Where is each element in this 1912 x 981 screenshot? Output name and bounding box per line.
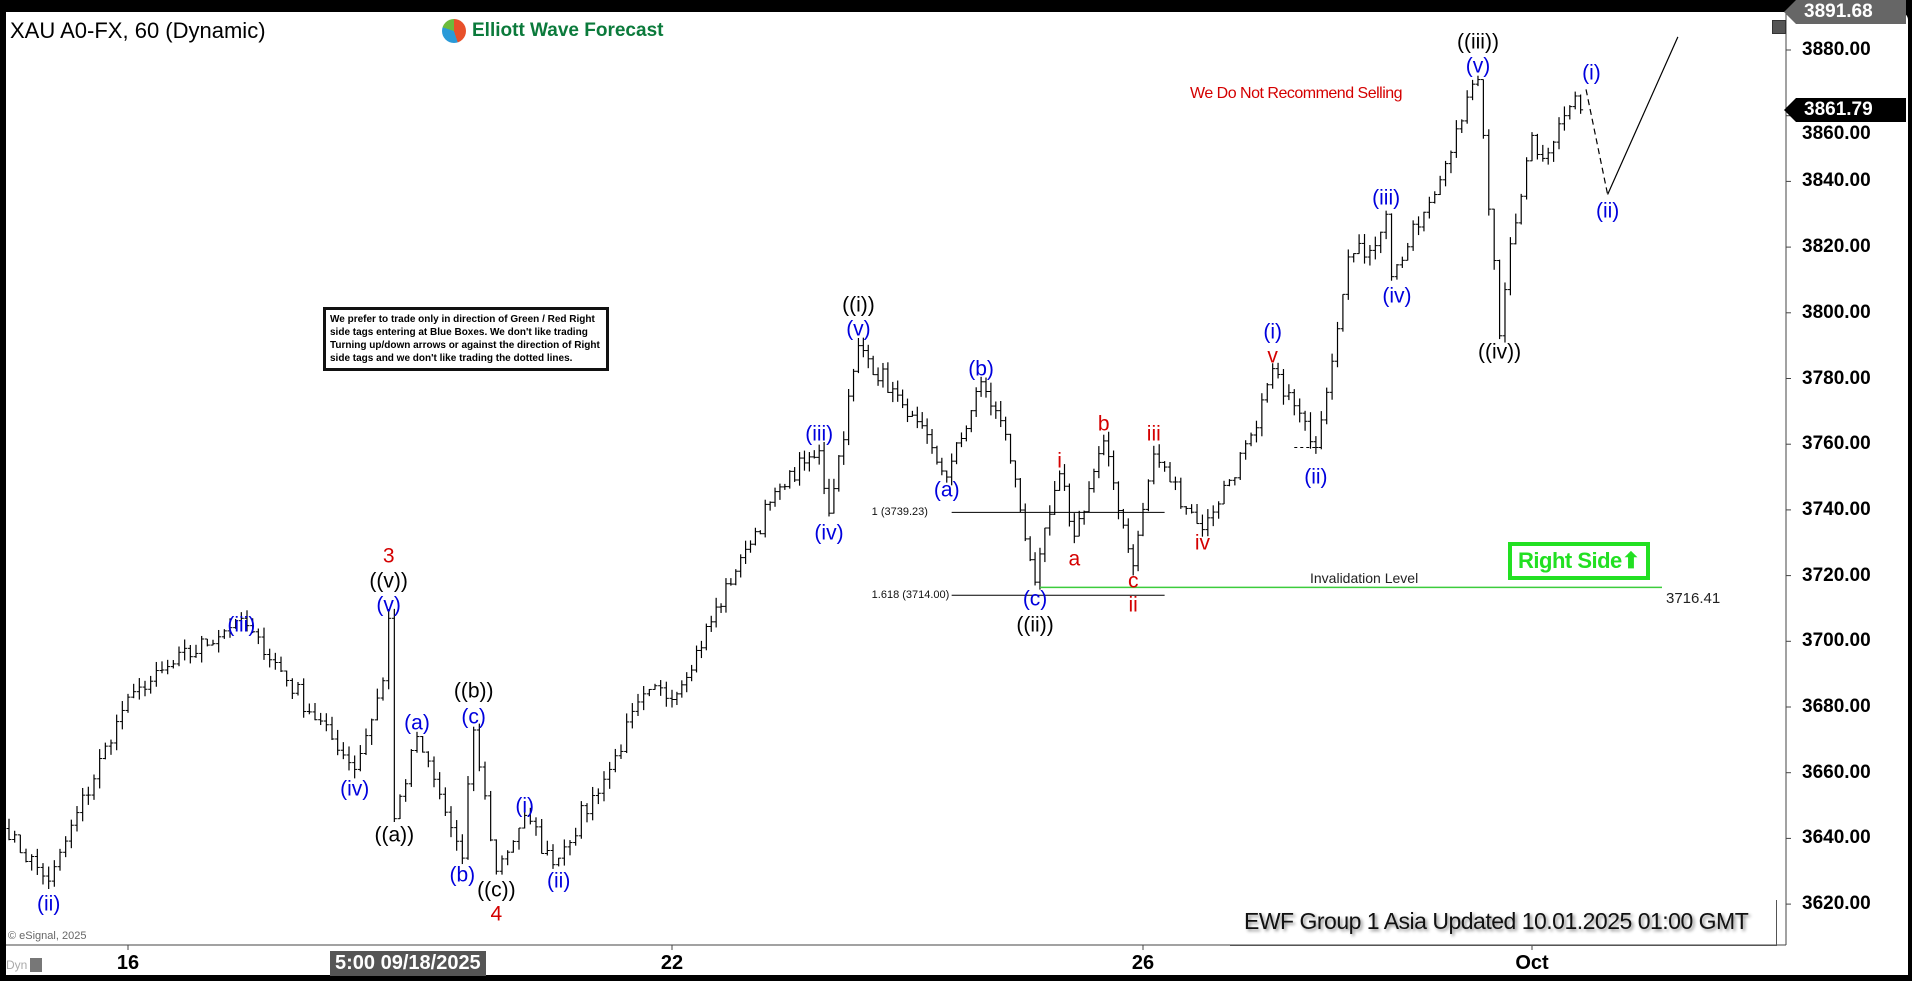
disclaimer-note: We prefer to trade only in direction of … (323, 307, 609, 371)
price-tick-label: 3720.00 (1802, 564, 1871, 586)
price-tick-label: 3780.00 (1802, 367, 1871, 389)
wave-label: (a) (404, 711, 430, 735)
price-tick-label: 3700.00 (1802, 630, 1871, 652)
wave-label: (i) (515, 794, 534, 818)
price-tick-label: 3840.00 (1802, 170, 1871, 192)
price-tick-label: 3680.00 (1802, 696, 1871, 717)
wave-label: c (1127, 569, 1139, 593)
wave-label: (iv) (814, 521, 844, 545)
wave-label: ((ii)) (1016, 613, 1054, 637)
wave-label: ((c)) (477, 878, 516, 902)
wave-label: iii (1146, 422, 1161, 446)
time-tick-label: Oct (1515, 952, 1549, 974)
dyn-label: Dyn (6, 958, 28, 972)
wave-label: (iv) (1382, 284, 1412, 308)
price-tick-label: 3820.00 (1802, 236, 1871, 258)
logo-text: Elliott Wave Forecast (472, 20, 664, 41)
wave-label: ((iii)) (1456, 30, 1499, 54)
price-tick-label: 3660.00 (1802, 761, 1871, 783)
wave-label: ((iv)) (1478, 340, 1522, 364)
price-tick-label: 3620.00 (1802, 893, 1871, 915)
projection-line (1607, 36, 1679, 195)
invalidation-value: 3716.41 (1666, 590, 1721, 607)
right-side-tag: Right Side⬆ (1508, 542, 1650, 580)
wave-label: (ii) (546, 869, 571, 893)
wave-label: (b) (968, 357, 994, 381)
wave-label: iv (1194, 531, 1211, 555)
updated-footer: EWF Group 1 Asia Updated 10.01.2025 01:0… (1244, 908, 1749, 934)
wave-label: (v) (376, 593, 401, 617)
wave-label: 4 (490, 902, 503, 926)
dyn-toggle[interactable]: Dyn (6, 958, 43, 972)
copyright: © eSignal, 2025 (8, 930, 87, 942)
symbol-title: XAU A0-FX, 60 (Dynamic) (10, 18, 266, 43)
wave-label: v (1267, 344, 1278, 367)
restore-window-icon[interactable] (1772, 20, 1786, 34)
price-tick-label: 3860.00 (1802, 122, 1871, 144)
footer-frame (1230, 900, 1777, 946)
wave-label: (i) (1263, 320, 1282, 343)
chart-window (6, 12, 1908, 975)
time-tick-label: 26 (1131, 952, 1155, 974)
wave-label: i (1057, 449, 1062, 473)
wave-label: (i) (1582, 61, 1601, 85)
wave-label: ((b)) (453, 679, 494, 703)
fib-level-label: 1 (3739.23) (871, 506, 928, 519)
cursor-time-label: 5:00 09/18/2025 (330, 951, 486, 976)
wave-label: (a) (933, 478, 960, 502)
wave-label: b (1097, 412, 1110, 436)
wave-label: (b) (449, 863, 476, 887)
price-tick-label: 3760.00 (1802, 433, 1871, 455)
lock-icon[interactable] (30, 958, 43, 972)
high-price-tag: 3891.68 (1784, 0, 1906, 24)
logo-icon (442, 19, 466, 43)
price-tick-label: 3800.00 (1802, 301, 1871, 323)
projection-dashed-line (1585, 89, 1609, 195)
wave-label: ((a)) (374, 823, 415, 847)
wave-label: (v) (1465, 54, 1491, 78)
wave-label: a (1068, 547, 1081, 571)
wave-label: (c) (1022, 587, 1048, 611)
logo: Elliott Wave Forecast (442, 19, 663, 43)
wave-label: (iii) (227, 613, 256, 637)
wave-label: ((i)) (842, 293, 875, 317)
wave-label: (iii) (1372, 186, 1401, 210)
wave-label: (iv) (340, 777, 370, 801)
price-tick-label: 3880.00 (1802, 39, 1871, 60)
right-side-label: Right Side (1518, 548, 1622, 573)
arrow-up-icon: ⬆ (1621, 548, 1640, 573)
wave-label: (ii) (36, 892, 61, 916)
invalidation-label: Invalidation Level (1310, 570, 1419, 586)
time-tick-label: 16 (116, 952, 140, 974)
wave-label: (c) (461, 705, 486, 729)
fib-level-label: 1.618 (3714.00) (871, 589, 950, 602)
wave-label: 3 (382, 544, 395, 568)
wave-label: (ii) (1595, 199, 1620, 223)
last-price-tag: 3861.79 (1784, 97, 1906, 122)
wave-label: (v) (846, 317, 871, 341)
time-tick-label: 22 (660, 952, 684, 974)
price-tick-label: 3740.00 (1802, 498, 1871, 520)
wave-label: ((v)) (369, 569, 408, 593)
price-tick-label: 3640.00 (1802, 827, 1871, 849)
no-sell-note: We Do Not Recommend Selling (1190, 85, 1403, 102)
wave-label: ii (1128, 593, 1138, 617)
wave-label: (ii) (1304, 465, 1328, 489)
wave-label: (iii) (805, 422, 834, 446)
